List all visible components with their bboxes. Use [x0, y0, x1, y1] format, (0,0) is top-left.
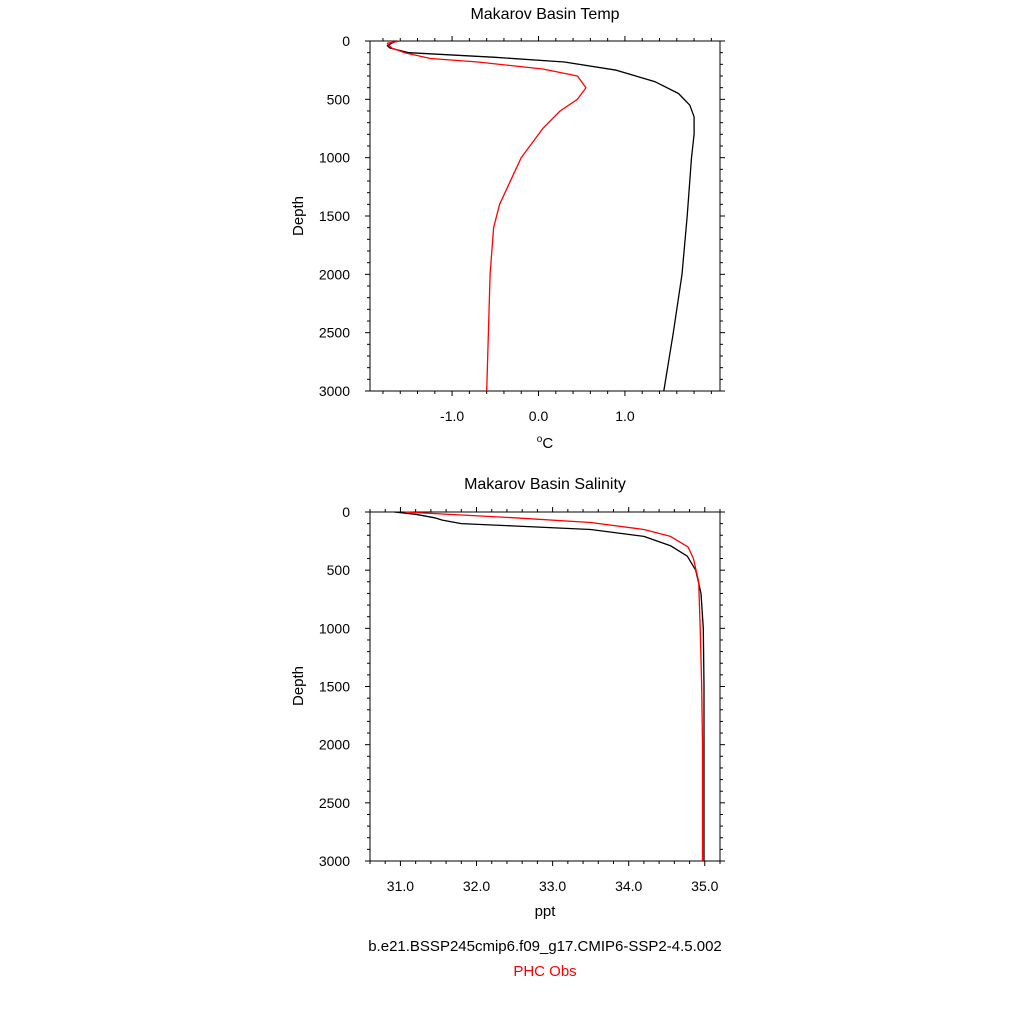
salinity-y-axis-label: Depth — [290, 666, 307, 706]
temp-x-axis-degree: o — [537, 434, 543, 445]
temp-series-line-obs — [386, 40, 587, 392]
salinity-y-tick-label: 2500 — [319, 795, 350, 811]
salinity-x-tick-label: 33.0 — [539, 878, 566, 894]
temp-y-tick-label: 2000 — [319, 266, 350, 282]
salinity-panel: Makarov Basin Salinity 31.0 32.0 33.0 34.0 3… — [290, 476, 725, 920]
salinity-series-line-model — [394, 511, 705, 861]
legend-model-label: b.e21.BSSP245cmip6.f09_g17.CMIP6-SSP2-4.… — [368, 938, 722, 955]
salinity-x-axis-label: ppt — [535, 903, 557, 920]
temp-x-axis-label: oC — [537, 434, 554, 452]
temp-y-tick-label: 1000 — [319, 150, 350, 166]
salinity-y-tick-label: 0 — [342, 504, 350, 520]
salinity-y-tick-label: 1000 — [319, 620, 350, 636]
salinity-ticks — [365, 507, 725, 866]
salinity-x-tick-label: 32.0 — [463, 878, 490, 894]
legend-obs-label: PHC Obs — [513, 963, 577, 980]
temp-series-line-model — [386, 40, 695, 392]
salinity-lines — [394, 511, 705, 861]
temp-y-axis-label: Depth — [290, 196, 307, 236]
salinity-plot-frame — [369, 511, 721, 862]
salinity-tick-labels: 31.0 32.0 33.0 34.0 35.0 0 500 1000 1500 2000 2500… — [319, 504, 719, 894]
salinity-y-tick-label: 1500 — [319, 679, 350, 695]
salinity-x-tick-label: 34.0 — [615, 878, 642, 894]
temp-x-tick-label: 0.0 — [529, 408, 549, 424]
salinity-y-tick-label: 2000 — [319, 737, 350, 753]
temp-y-tick-label: 0 — [342, 33, 350, 49]
temp-y-tick-label: 500 — [327, 91, 351, 107]
salinity-x-tick-label: 31.0 — [387, 878, 414, 894]
temp-tick-labels: -1.0 0.0 1.0 0 500 1000 1500 2000 2500 3000 — [319, 33, 635, 424]
temp-ticks — [365, 36, 725, 396]
temp-lines — [386, 40, 695, 392]
salinity-x-tick-label: 35.0 — [691, 878, 718, 894]
temp-x-tick-label: -1.0 — [440, 408, 464, 424]
salinity-y-tick-label: 500 — [327, 562, 351, 578]
temp-y-tick-label: 3000 — [319, 383, 350, 399]
salinity-y-tick-label: 3000 — [319, 853, 350, 869]
temp-plot-frame — [369, 40, 721, 392]
temp-y-tick-label: 2500 — [319, 325, 350, 341]
temp-y-tick-label: 1500 — [319, 208, 350, 224]
temp-chart-title: Makarov Basin Temp — [470, 6, 619, 23]
temp-x-axis-unit: C — [542, 435, 553, 452]
salinity-series-line-obs — [404, 511, 704, 861]
salinity-chart-title: Makarov Basin Salinity — [464, 476, 626, 493]
temp-panel: Makarov Basin Temp -1.0 0.0 1.0 0 500 1000 150… — [290, 6, 725, 452]
temp-x-tick-label: 1.0 — [615, 408, 635, 424]
